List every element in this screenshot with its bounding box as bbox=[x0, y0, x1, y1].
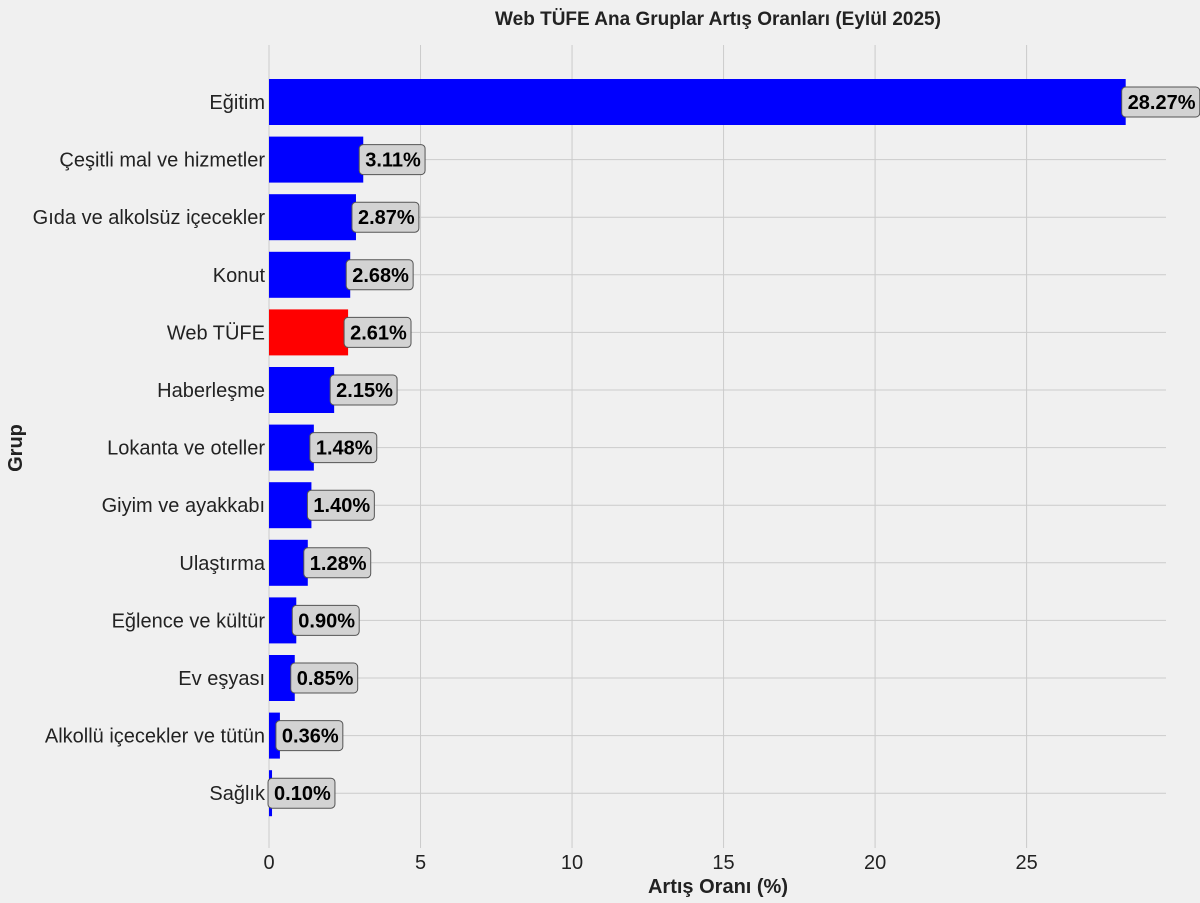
x-tick-label: 15 bbox=[712, 852, 734, 874]
data-label-text: 2.87% bbox=[358, 207, 415, 229]
data-label-box bbox=[267, 777, 336, 809]
x-axis-ticks: 0 5 10 15 20 25 bbox=[263, 852, 1037, 874]
data-label-text: 0.10% bbox=[274, 783, 331, 805]
data-label-text: 1.28% bbox=[310, 553, 367, 575]
data-label: 2.15% bbox=[329, 374, 398, 406]
data-label: 1.48% bbox=[309, 432, 378, 464]
data-label-text: 0.85% bbox=[297, 668, 354, 690]
data-label: 2.61% bbox=[343, 316, 412, 348]
data-label-text: 2.15% bbox=[336, 380, 393, 402]
data-label: 28.27% bbox=[1121, 86, 1200, 118]
chart-title: Web TÜFE Ana Gruplar Artış Oranları (Eyl… bbox=[495, 9, 941, 30]
bar bbox=[269, 251, 351, 298]
data-label-box bbox=[291, 604, 360, 636]
data-label: 3.11% bbox=[358, 144, 426, 176]
y-tick-label: Web TÜFE bbox=[167, 322, 265, 344]
data-label-box bbox=[275, 720, 344, 752]
y-tick-label: Ulaştırma bbox=[179, 553, 265, 575]
y-tick-label: Alkollü içecekler ve tütün bbox=[45, 726, 265, 748]
data-label-box bbox=[358, 144, 426, 176]
y-tick-label: Haberleşme bbox=[157, 380, 265, 402]
bar bbox=[269, 712, 280, 759]
data-labels: 28.27% 3.11% 2.87% 2.68% 2.61% 2.15% 1.48% 1.40… bbox=[267, 86, 1200, 809]
x-axis-label: Artış Oranı (%) bbox=[648, 876, 788, 898]
y-tick-label: Eğitim bbox=[209, 92, 265, 114]
y-tick-label: Gıda ve alkolsüz içecekler bbox=[33, 207, 266, 229]
y-axis-label: Grup bbox=[5, 424, 27, 472]
data-label: 0.10% bbox=[267, 777, 336, 809]
data-label-box bbox=[306, 489, 375, 521]
bar bbox=[269, 309, 349, 356]
data-label: 0.90% bbox=[291, 604, 360, 636]
data-label-box bbox=[309, 432, 378, 464]
data-label-text: 0.90% bbox=[298, 610, 355, 632]
data-label: 1.28% bbox=[303, 547, 372, 579]
bar bbox=[269, 482, 312, 529]
data-label: 0.36% bbox=[275, 720, 344, 752]
data-label: 2.87% bbox=[351, 201, 420, 233]
bar bbox=[269, 539, 308, 586]
x-tick-label: 25 bbox=[1015, 852, 1037, 874]
bar bbox=[269, 424, 314, 471]
y-axis-ticks: Eğitim Çeşitli mal ve hizmetler Gıda ve al… bbox=[33, 92, 266, 805]
x-tick-label: 5 bbox=[415, 852, 426, 874]
bar bbox=[269, 136, 364, 183]
data-label: 2.68% bbox=[345, 259, 414, 291]
y-tick-label: Sağlık bbox=[209, 783, 266, 805]
y-tick-label: Çeşitli mal ve hizmetler bbox=[59, 150, 265, 172]
data-label-text: 2.61% bbox=[350, 322, 407, 344]
y-tick-label: Lokanta ve oteller bbox=[107, 438, 265, 460]
data-label-box bbox=[303, 547, 372, 579]
data-label-text: 2.68% bbox=[352, 265, 409, 287]
data-label: 0.85% bbox=[290, 662, 359, 694]
y-tick-label: Ev eşyası bbox=[178, 668, 265, 690]
data-label-box bbox=[343, 316, 412, 348]
data-label-text: 0.36% bbox=[282, 726, 339, 748]
data-label-text: 3.11% bbox=[365, 150, 421, 172]
data-label: 1.40% bbox=[306, 489, 375, 521]
bars bbox=[269, 79, 1126, 817]
bar bbox=[269, 367, 335, 413]
data-label-box bbox=[329, 374, 398, 406]
data-label-text: 28.27% bbox=[1128, 92, 1196, 114]
bar bbox=[269, 194, 356, 241]
bar bbox=[269, 79, 1126, 125]
data-label-text: 1.48% bbox=[316, 438, 373, 460]
data-label-box bbox=[290, 662, 359, 694]
y-tick-label: Giyim ve ayakkabı bbox=[102, 495, 265, 517]
data-label-box bbox=[351, 201, 420, 233]
x-tick-label: 20 bbox=[864, 852, 886, 874]
bar bbox=[269, 597, 297, 644]
x-tick-label: 0 bbox=[263, 852, 274, 874]
y-tick-label: Konut bbox=[213, 265, 266, 287]
data-label-box bbox=[345, 259, 414, 291]
data-label-text: 1.40% bbox=[313, 495, 370, 517]
x-tick-label: 10 bbox=[561, 852, 583, 874]
grid bbox=[268, 45, 1166, 848]
y-tick-label: Eğlence ve kültür bbox=[112, 610, 266, 632]
